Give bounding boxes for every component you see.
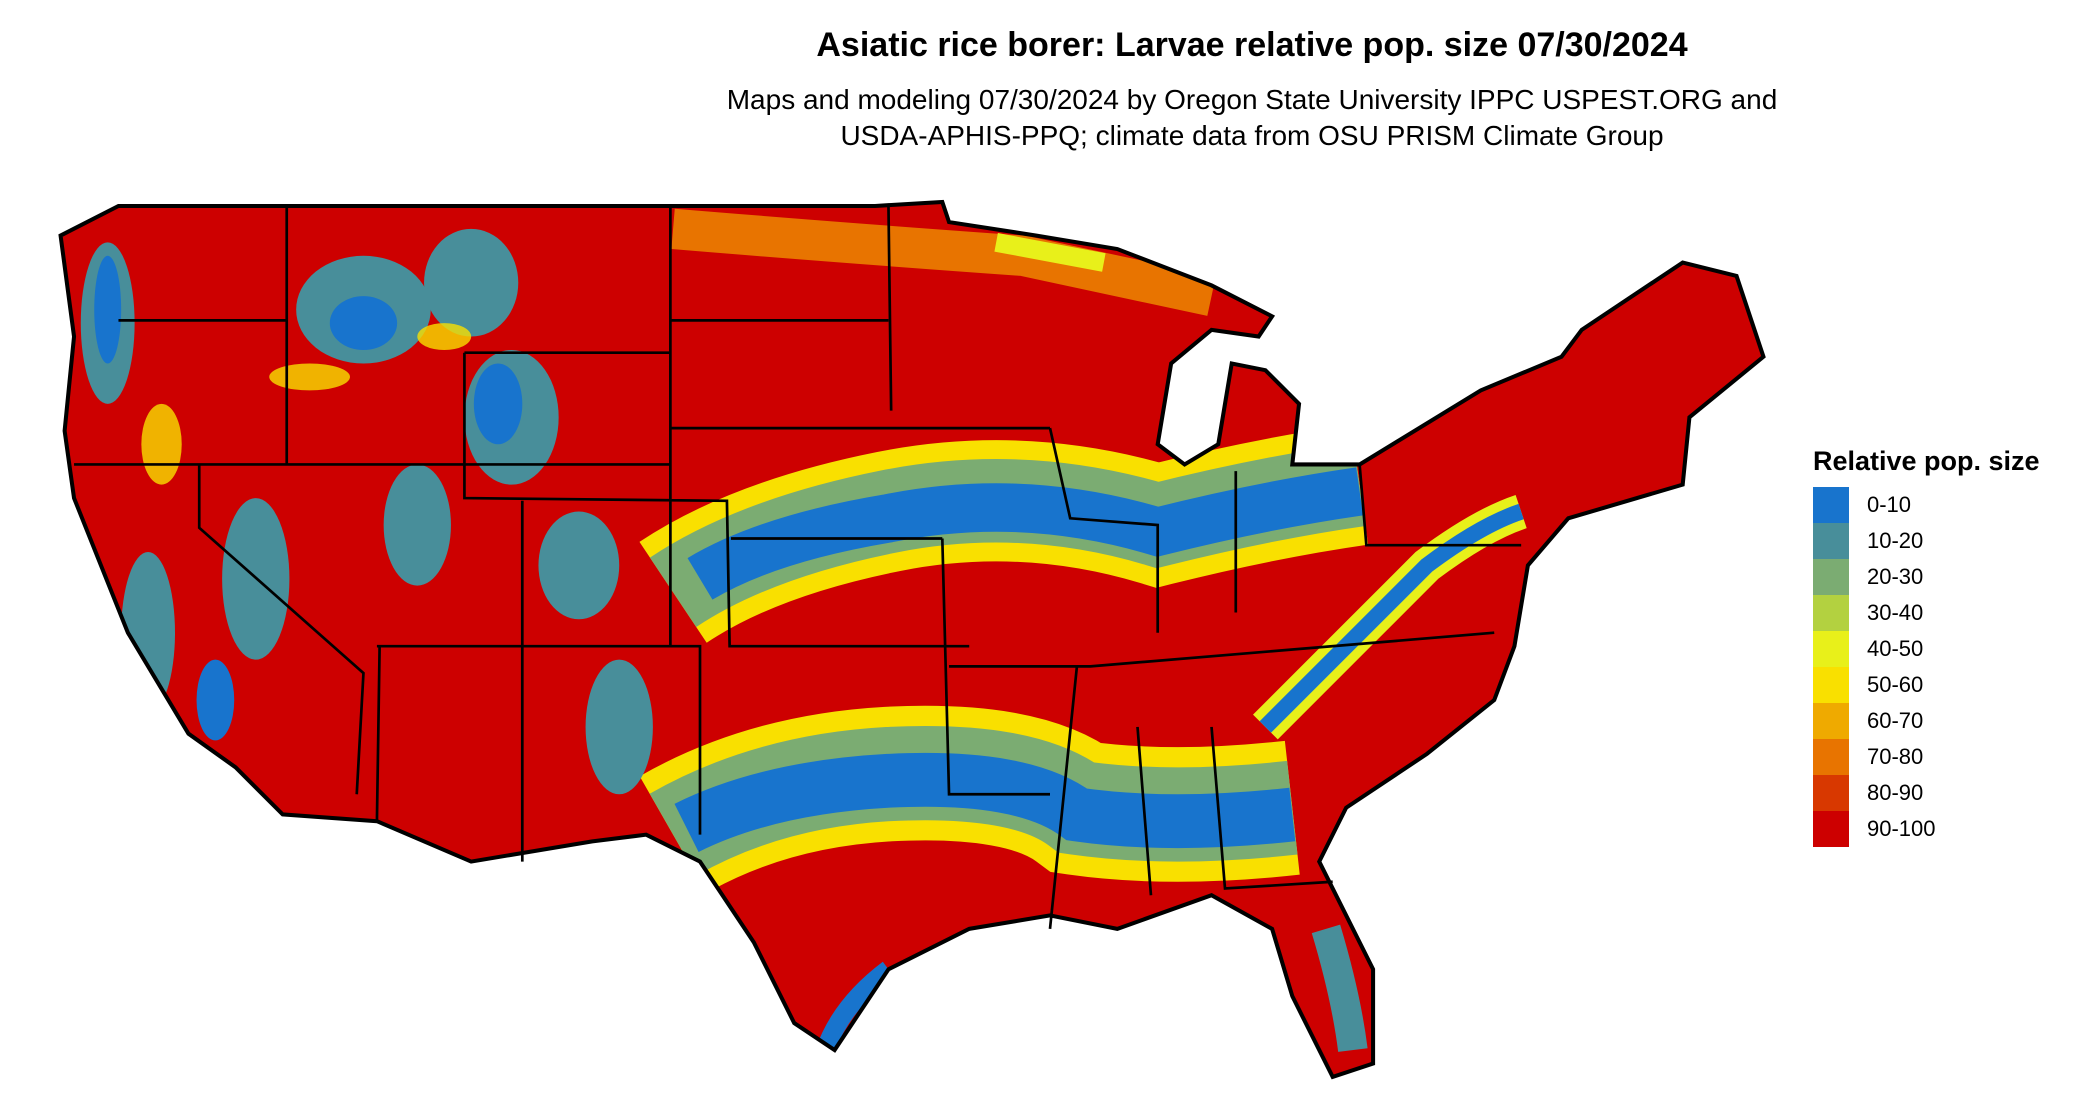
legend-item: 50-60: [1813, 667, 2040, 703]
legend-item: 40-50: [1813, 631, 2040, 667]
legend-label: 90-100: [1867, 816, 1936, 841]
legend-swatch: [1813, 703, 1849, 739]
legend-swatch: [1813, 523, 1849, 559]
legend-label: 40-50: [1867, 636, 1924, 661]
legend-label: 60-70: [1867, 708, 1924, 733]
legend-label: 70-80: [1867, 744, 1924, 769]
legend-title: Relative pop. size: [1813, 446, 2040, 476]
legend-item: 0-10: [1813, 487, 2040, 523]
state-borders: [61, 202, 1764, 1077]
legend-item: 90-100: [1813, 811, 2040, 847]
legend: Relative pop. size 0-10 10-20 20-30 30-40 40…: [1813, 446, 2040, 847]
legend-item: 10-20: [1813, 523, 2040, 559]
legend-swatch: [1813, 667, 1849, 703]
map-title: Asiatic rice borer: Larvae relative pop.…: [816, 26, 1688, 64]
legend-swatch: [1813, 487, 1849, 523]
legend-label: 80-90: [1867, 780, 1924, 805]
legend-item: 20-30: [1813, 559, 2040, 595]
legend-swatch: [1813, 739, 1849, 775]
map-subtitle-line1: Maps and modeling 07/30/2024 by Oregon S…: [726, 84, 1778, 115]
legend-swatch: [1813, 775, 1849, 811]
legend-label: 30-40: [1867, 600, 1924, 625]
legend-item: 80-90: [1813, 775, 2040, 811]
legend-label: 0-10: [1867, 492, 1912, 517]
map-subtitle-line2: USDA-APHIS-PPQ; climate data from OSU PR…: [840, 120, 1664, 151]
legend-label: 50-60: [1867, 672, 1924, 697]
legend-label: 10-20: [1867, 528, 1924, 553]
legend-swatch: [1813, 559, 1849, 595]
legend-label: 20-30: [1867, 564, 1924, 589]
legend-swatch: [1813, 811, 1849, 847]
legend-item: 70-80: [1813, 739, 2040, 775]
legend-items: 0-10 10-20 20-30 30-40 40-50 50-60 60-70 70-80 8…: [1813, 487, 2040, 847]
legend-item: 60-70: [1813, 703, 2040, 739]
legend-swatch: [1813, 631, 1849, 667]
legend-item: 30-40: [1813, 595, 2040, 631]
legend-swatch: [1813, 595, 1849, 631]
